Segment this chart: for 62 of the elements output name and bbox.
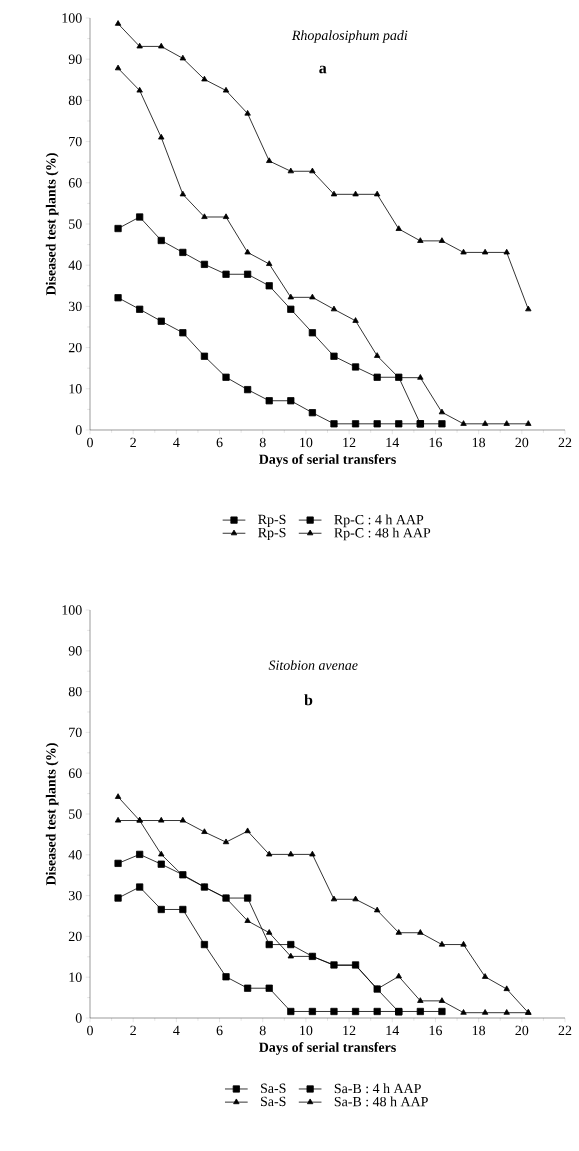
x-axis-title: Days of serial transfers — [259, 1042, 396, 1055]
x-tick-label: 2 — [130, 437, 136, 447]
legend-label: Sa-B : 48 h AAP — [334, 1096, 428, 1107]
y-tick-label: 70 — [69, 727, 82, 738]
legend-label: Rp-C : 48 h AAP — [334, 527, 431, 541]
y-tick-label: 10 — [69, 384, 82, 394]
x-tick-label: 16 — [429, 1025, 443, 1036]
y-tick-label: 20 — [68, 931, 82, 942]
text: Sitobion avenae — [268, 660, 358, 670]
x-tick-label: 8 — [259, 1025, 266, 1036]
text: Rhopalosiphum padi — [291, 30, 408, 43]
y-tick-label: 40 — [68, 850, 82, 860]
y-tick-label: 40 — [68, 260, 82, 270]
x-tick-label: 6 — [216, 1025, 223, 1036]
y-tick-label: 30 — [68, 301, 82, 312]
y-tick-label: 30 — [68, 890, 82, 901]
x-tick-label: 10 — [300, 1025, 313, 1036]
x-tick-label: 0 — [87, 437, 93, 448]
y-tick-label: 80 — [68, 686, 82, 697]
x-tick-label: 12 — [343, 437, 356, 447]
y-tick-label: 50 — [69, 809, 82, 819]
legend-label: Rp-S — [258, 527, 286, 541]
y-tick-label: 80 — [68, 95, 82, 106]
x-tick-label: 20 — [515, 1025, 529, 1036]
y-tick-label: 100 — [62, 13, 82, 23]
legend-label: Sa-B : 4 h AAP — [334, 1083, 421, 1094]
legend-label: Rp-S — [258, 514, 286, 527]
y-tick-label: 20 — [68, 342, 82, 353]
x-tick-label: 14 — [386, 437, 400, 447]
text: b — [304, 694, 313, 706]
y-tick-label: 50 — [69, 219, 82, 229]
legend-label: Sa-S — [261, 1083, 286, 1093]
y-tick-label: 60 — [68, 768, 82, 778]
x-tick-label: 0 — [87, 1025, 93, 1036]
x-tick-label: 20 — [515, 437, 529, 448]
text: a — [319, 65, 327, 74]
x-tick-label: 18 — [472, 1025, 486, 1036]
y-tick-label: 0 — [75, 1013, 82, 1023]
x-tick-label: 18 — [472, 437, 486, 448]
legend-label: Sa-S — [261, 1096, 286, 1107]
y-axis-title: Diseased test plants (%) — [45, 153, 59, 296]
x-tick-label: 4 — [173, 1025, 180, 1035]
x-tick-label: 22 — [558, 437, 572, 447]
y-tick-label: 0 — [75, 425, 82, 435]
x-tick-label: 16 — [429, 437, 443, 448]
y-axis-title: Diseased test plants (%) — [45, 743, 59, 886]
y-tick-label: 90 — [68, 646, 82, 656]
x-tick-label: 14 — [386, 1025, 400, 1035]
x-tick-label: 22 — [558, 1025, 572, 1036]
y-tick-label: 60 — [68, 178, 82, 188]
y-tick-label: 90 — [68, 54, 82, 64]
y-tick-label: 70 — [69, 136, 82, 147]
x-tick-label: 4 — [173, 437, 180, 447]
x-tick-label: 2 — [130, 1025, 136, 1036]
x-tick-label: 12 — [343, 1025, 356, 1036]
y-tick-label: 100 — [62, 605, 82, 615]
x-tick-label: 8 — [259, 437, 266, 448]
x-tick-label: 6 — [216, 437, 223, 448]
y-tick-label: 10 — [69, 972, 82, 982]
x-tick-label: 10 — [300, 437, 313, 448]
x-axis-title: Days of serial transfers — [259, 454, 396, 467]
legend-label: Rp-C : 4 h AAP — [334, 514, 424, 528]
